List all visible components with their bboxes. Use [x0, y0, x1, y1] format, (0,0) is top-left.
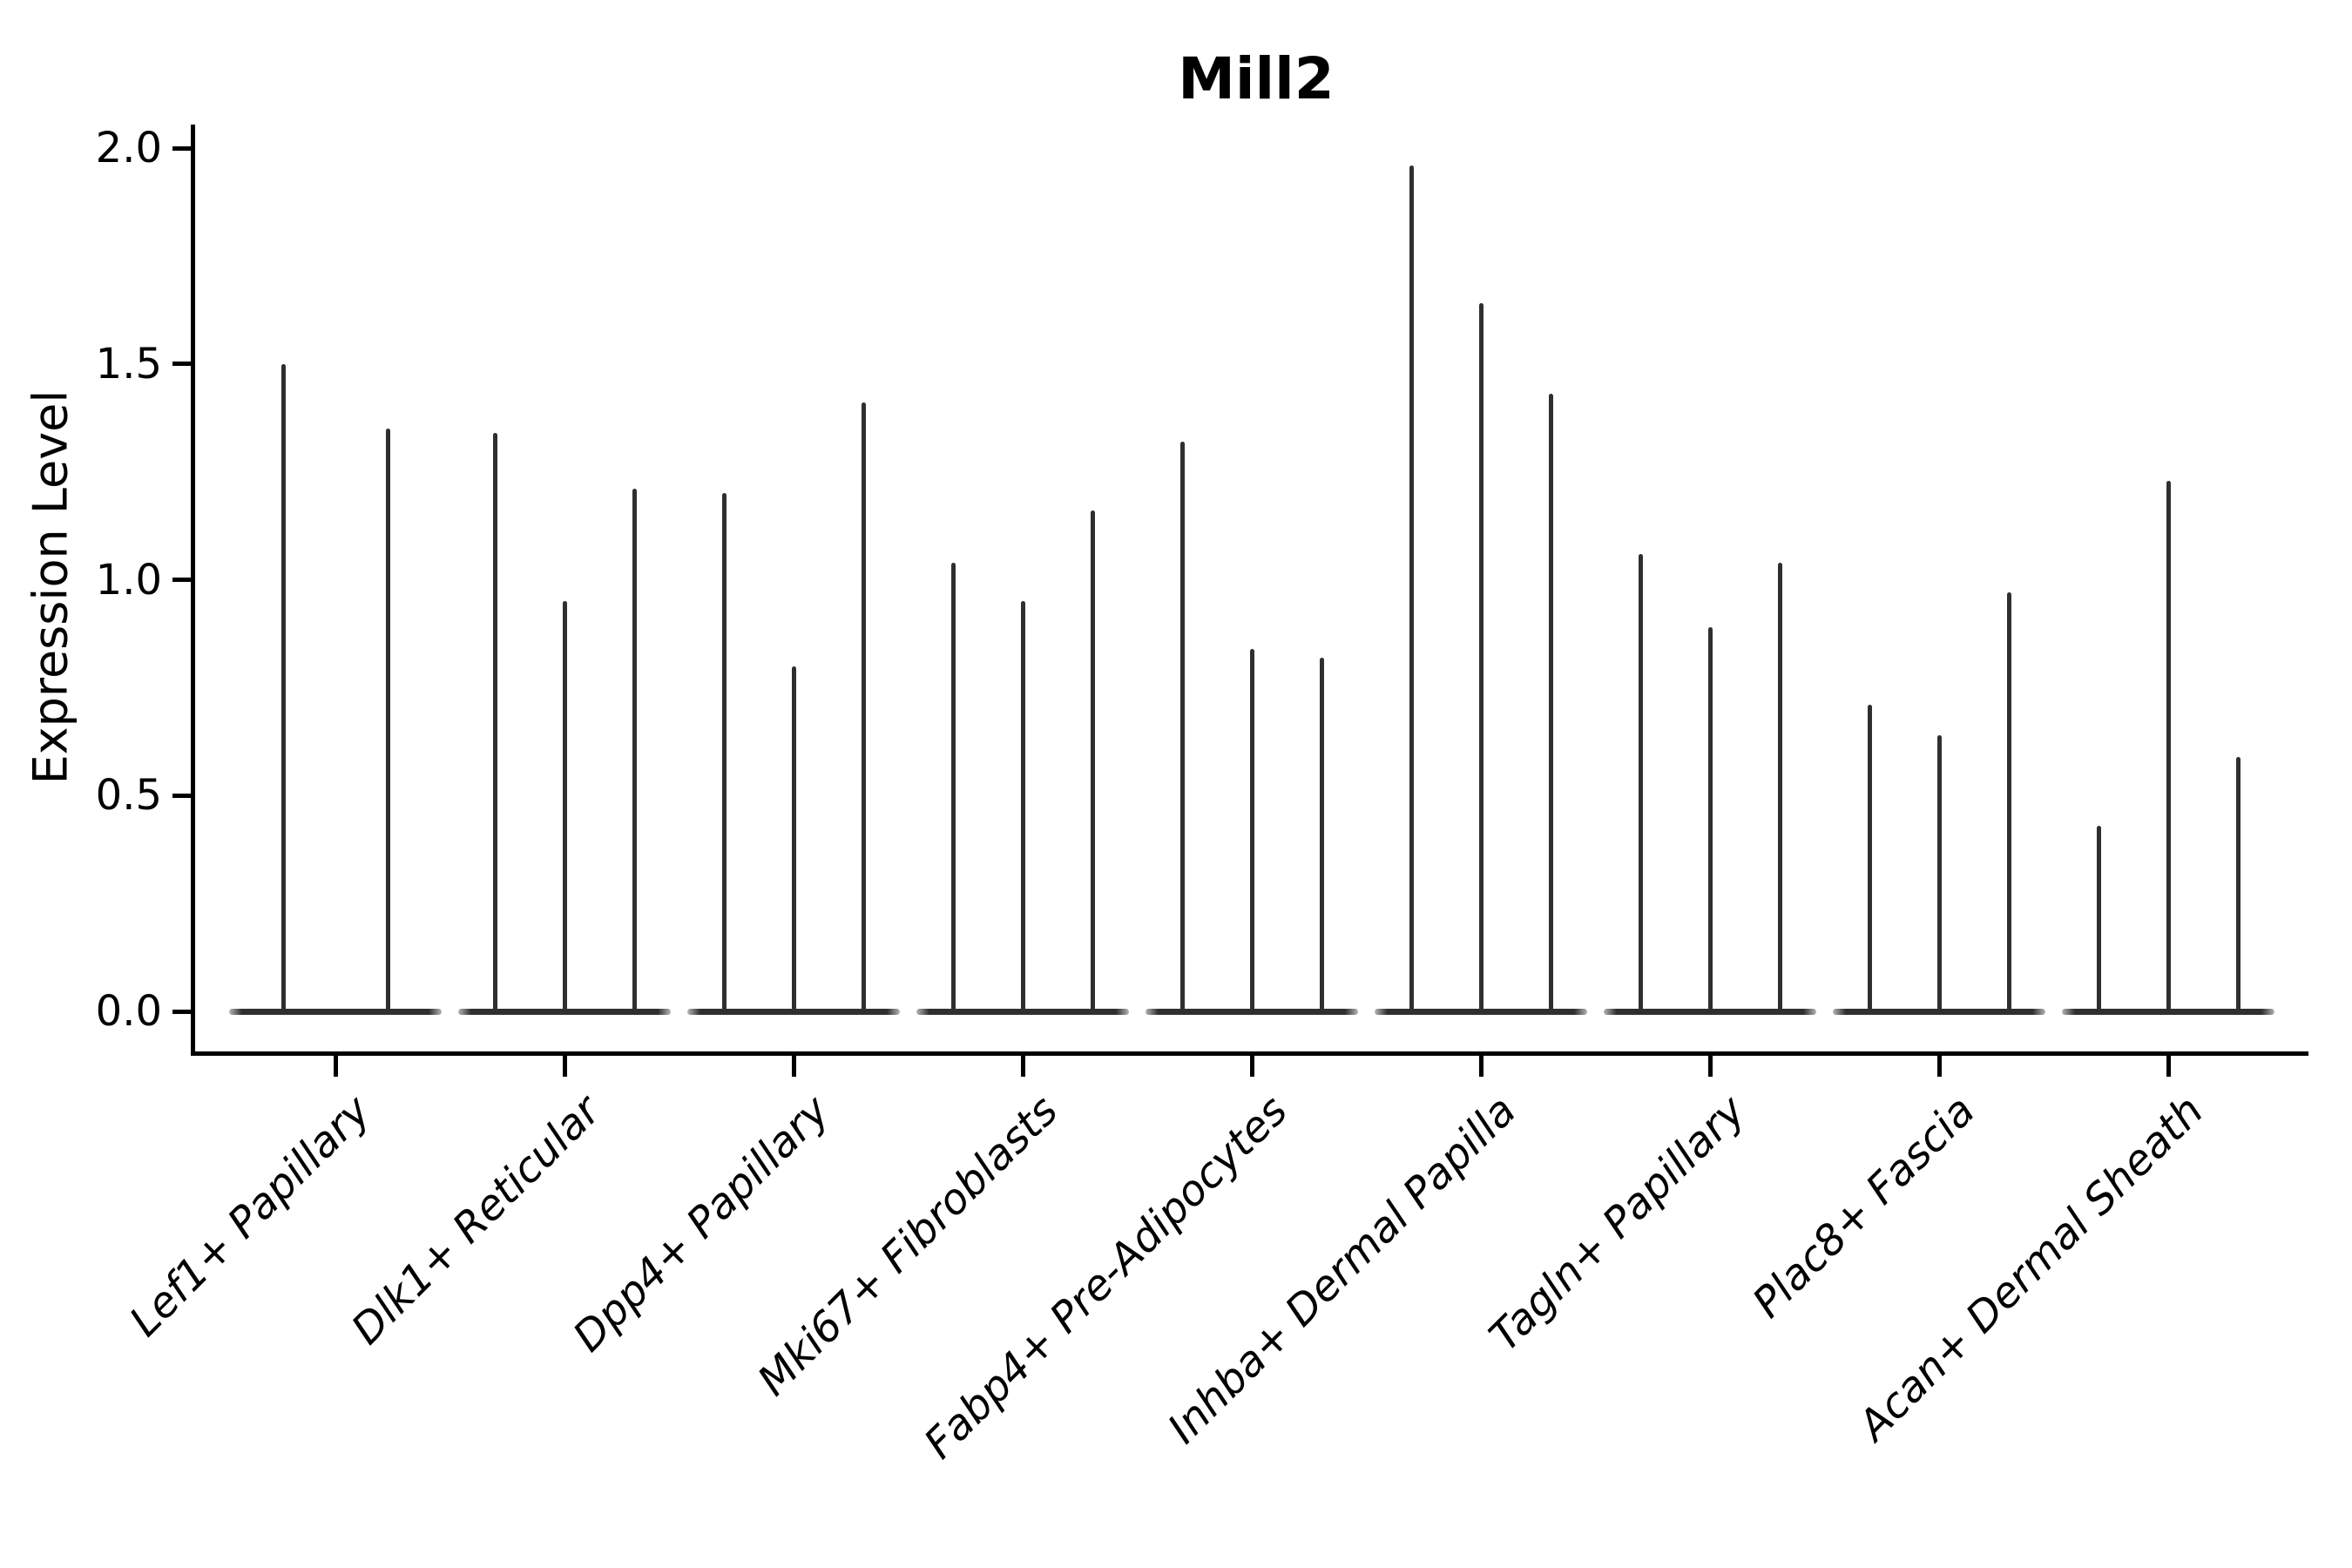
y-axis-spine	[191, 125, 195, 1056]
violin-spike	[721, 493, 727, 1013]
violin-spike	[280, 363, 286, 1013]
y-tick-label: 0.5	[95, 771, 162, 821]
violin-spike	[385, 429, 390, 1013]
x-tick	[1249, 1056, 1254, 1077]
violin-spike	[1090, 510, 1095, 1013]
violin-spike	[1936, 734, 1942, 1013]
y-tick-label: 0.0	[95, 987, 162, 1036]
violin-spike	[632, 489, 637, 1013]
x-tick-label: Dpp4+ Papillary	[564, 1086, 839, 1362]
x-tick-label: Fabp4+ Pre-Adipocytes	[915, 1086, 1297, 1469]
violin-spike	[1478, 303, 1484, 1013]
violin-spike	[1249, 648, 1254, 1013]
y-tick-label: 1.5	[95, 339, 162, 389]
violin-spike	[1638, 553, 1643, 1013]
x-tick-label: Lef1+ Papillary	[120, 1086, 381, 1347]
x-tick	[562, 1056, 567, 1077]
y-tick	[172, 362, 191, 367]
violin-spike	[2166, 480, 2171, 1013]
y-tick	[172, 793, 191, 798]
x-tick	[1936, 1056, 1942, 1077]
x-tick	[2166, 1056, 2171, 1077]
violin-spike	[1020, 601, 1025, 1013]
violin-spike	[1319, 657, 1324, 1013]
violin-spike	[562, 601, 567, 1013]
violin-spike	[2006, 592, 2011, 1013]
y-tick-label: 2.0	[95, 124, 162, 172]
x-tick	[333, 1056, 338, 1077]
x-tick	[1478, 1056, 1484, 1077]
violin-spike	[1409, 165, 1414, 1013]
violin-spike	[1548, 394, 1553, 1013]
x-tick	[791, 1056, 796, 1077]
violin-spike	[1179, 441, 1185, 1013]
violin-spike	[1867, 705, 1872, 1013]
x-axis-spine	[191, 1051, 2308, 1056]
x-tick-label: Dlk1+ Reticular	[341, 1086, 610, 1355]
x-tick	[1707, 1056, 1713, 1077]
x-tick-label: Tagln+ Papillary	[1480, 1086, 1755, 1362]
x-tick-label: Plac8+ Fascia	[1742, 1086, 1984, 1328]
violin-base	[229, 1009, 442, 1015]
violin-spike	[1777, 562, 1782, 1013]
y-axis-label: Expression Level	[23, 389, 78, 785]
violin-spike	[2235, 756, 2240, 1013]
violin-spike	[2096, 825, 2101, 1013]
violin-spike	[492, 433, 497, 1013]
y-tick	[172, 145, 191, 151]
y-tick-label: 1.0	[95, 555, 162, 605]
violin-spike	[1707, 627, 1713, 1013]
plot-title: Mill2	[1178, 45, 1335, 112]
y-tick	[172, 1009, 191, 1014]
violin-spike	[950, 562, 956, 1013]
violin-spike	[791, 666, 796, 1013]
x-tick	[1020, 1056, 1025, 1077]
violin-spike	[861, 402, 866, 1013]
y-tick	[172, 578, 191, 582]
